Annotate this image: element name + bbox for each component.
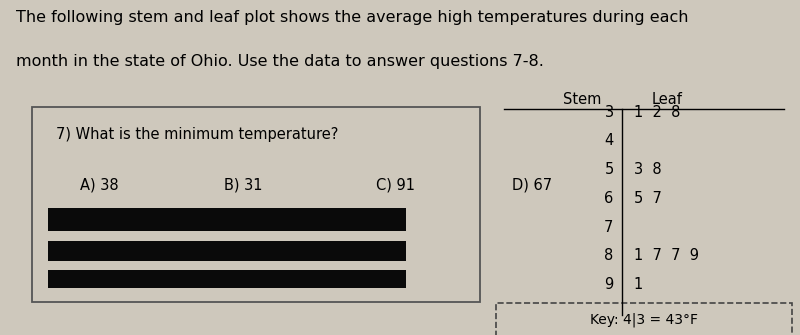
Text: 6: 6	[604, 191, 614, 206]
Text: 9: 9	[604, 277, 614, 292]
Text: 5  7: 5 7	[634, 191, 662, 206]
Bar	[496, 303, 792, 335]
Text: C) 91: C) 91	[376, 178, 415, 193]
Text: The following stem and leaf plot shows the average high temperatures during each: The following stem and leaf plot shows t…	[16, 10, 689, 25]
Text: 1: 1	[634, 277, 643, 292]
Text: 7: 7	[604, 219, 614, 234]
Text: 8: 8	[604, 248, 614, 263]
Text: 4: 4	[604, 133, 614, 148]
Bar	[32, 107, 480, 302]
Text: 1  7  7  9: 1 7 7 9	[634, 248, 698, 263]
Text: 3  8: 3 8	[634, 162, 662, 177]
Bar	[48, 241, 406, 261]
Text: D) 67: D) 67	[512, 178, 552, 193]
Text: Leaf: Leaf	[651, 92, 682, 107]
Text: Key: 4|3 = 43°F: Key: 4|3 = 43°F	[590, 313, 698, 327]
Text: 1  2  8: 1 2 8	[634, 105, 680, 120]
Bar	[48, 208, 406, 231]
Text: 5: 5	[604, 162, 614, 177]
Text: B) 31: B) 31	[224, 178, 262, 193]
Text: Stem: Stem	[563, 92, 602, 107]
Text: A) 38: A) 38	[80, 178, 118, 193]
Text: month in the state of Ohio. Use the data to answer questions 7-8.: month in the state of Ohio. Use the data…	[16, 54, 544, 69]
Bar	[48, 270, 406, 288]
Text: 3: 3	[605, 105, 614, 120]
Text: 7) What is the minimum temperature?: 7) What is the minimum temperature?	[56, 127, 338, 142]
